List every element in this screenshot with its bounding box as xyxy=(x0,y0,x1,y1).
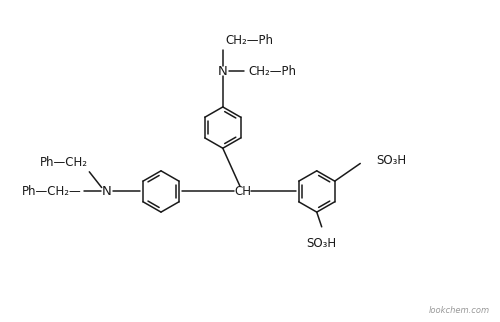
Text: lookchem.com: lookchem.com xyxy=(428,306,490,315)
Text: Ph—CH₂: Ph—CH₂ xyxy=(40,156,88,169)
Text: SO₃H: SO₃H xyxy=(306,237,337,250)
Text: SO₃H: SO₃H xyxy=(376,155,406,167)
Text: Ph—CH₂—: Ph—CH₂— xyxy=(22,185,82,198)
Text: N: N xyxy=(218,65,228,78)
Text: CH: CH xyxy=(234,185,251,198)
Text: CH₂—Ph: CH₂—Ph xyxy=(226,34,274,47)
Text: N: N xyxy=(102,185,112,198)
Text: CH₂—Ph: CH₂—Ph xyxy=(248,65,296,78)
